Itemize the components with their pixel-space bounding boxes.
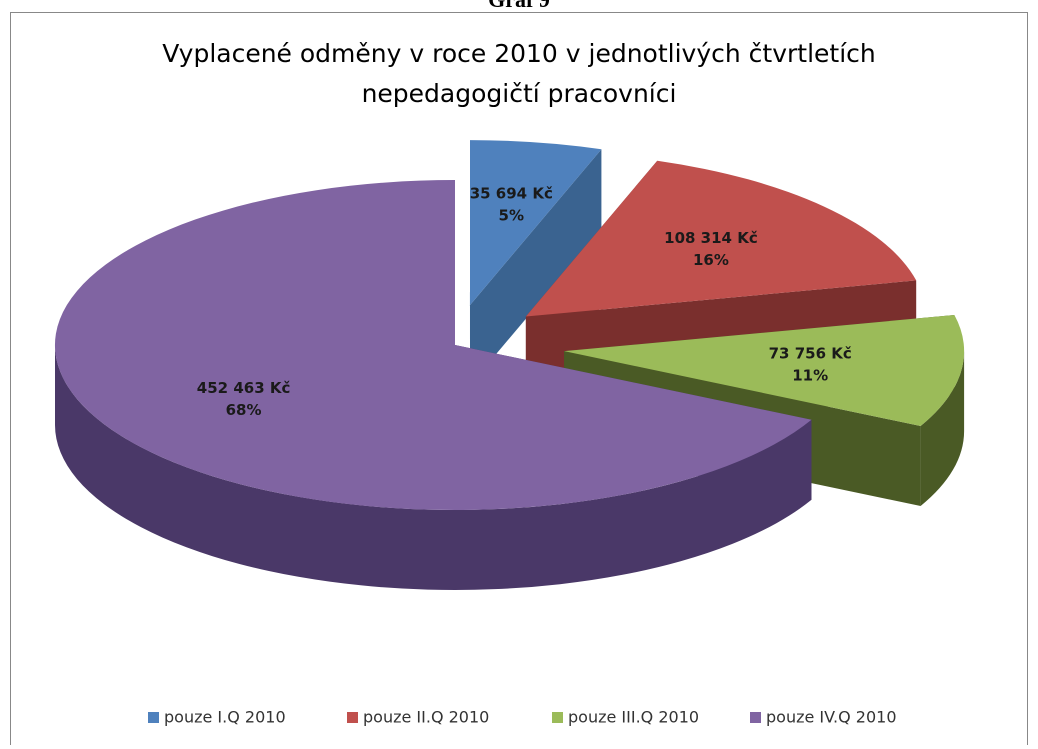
data-label: 16% bbox=[693, 251, 729, 269]
caption: Graf 9 bbox=[488, 0, 550, 12]
chart-title: Vyplacené odměny v roce 2010 v jednotliv… bbox=[162, 39, 876, 68]
data-label: 452 463 Kč bbox=[197, 379, 291, 397]
legend-label: pouze IV.Q 2010 bbox=[766, 708, 897, 727]
data-label: 35 694 Kč bbox=[470, 185, 553, 203]
data-label: 73 756 Kč bbox=[769, 344, 852, 362]
chart-title: nepedagogičtí pracovníci bbox=[362, 79, 677, 108]
legend-label: pouze I.Q 2010 bbox=[164, 708, 286, 727]
legend-swatch bbox=[750, 712, 761, 723]
data-label: 11% bbox=[792, 366, 828, 384]
legend-label: pouze III.Q 2010 bbox=[568, 708, 699, 727]
data-label: 68% bbox=[226, 401, 262, 419]
data-label: 5% bbox=[499, 207, 524, 225]
data-label: 108 314 Kč bbox=[664, 229, 758, 247]
legend-swatch bbox=[347, 712, 358, 723]
legend-swatch bbox=[148, 712, 159, 723]
legend-label: pouze II.Q 2010 bbox=[363, 708, 489, 727]
legend-swatch bbox=[552, 712, 563, 723]
